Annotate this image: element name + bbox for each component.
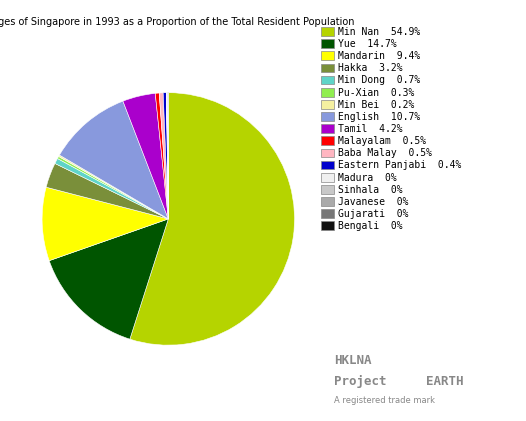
Wedge shape [55,159,168,219]
Wedge shape [155,93,168,219]
Wedge shape [59,101,168,219]
Wedge shape [167,93,168,219]
Wedge shape [159,93,168,219]
Wedge shape [49,219,168,339]
Wedge shape [57,157,168,219]
Wedge shape [163,93,168,219]
Wedge shape [167,93,168,219]
Wedge shape [58,155,168,219]
Wedge shape [167,93,168,219]
Wedge shape [123,93,168,219]
Text: Languages of Singapore in 1993 as a Proportion of the Total Resident Population: Languages of Singapore in 1993 as a Prop… [0,17,354,27]
Text: EARTH: EARTH [426,375,463,388]
Wedge shape [166,93,168,219]
Text: A registered trade mark: A registered trade mark [334,396,435,405]
Wedge shape [46,163,168,219]
Wedge shape [130,93,295,345]
Text: Project: Project [334,375,387,388]
Legend: Min Nan  54.9%, Yue  14.7%, Mandarin  9.4%, Hakka  3.2%, Min Dong  0.7%, Pu-Xian: Min Nan 54.9%, Yue 14.7%, Mandarin 9.4%,… [320,26,462,232]
Text: HKLNA: HKLNA [334,354,371,367]
Wedge shape [42,187,168,261]
